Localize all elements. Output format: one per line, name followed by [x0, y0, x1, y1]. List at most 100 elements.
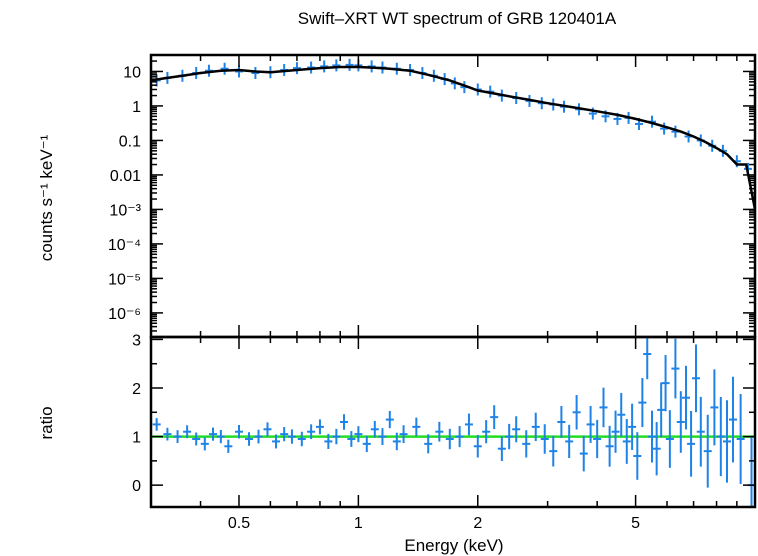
- ratio-data-point: [605, 425, 614, 467]
- x-tick-label: 1: [354, 515, 363, 532]
- ratio-data-point: [392, 432, 401, 451]
- x-tick-label: 0.5: [228, 515, 250, 532]
- ratio-data-point: [522, 430, 531, 458]
- ratio-data-point: [399, 425, 408, 444]
- spectrum-data-point: [345, 58, 354, 71]
- ratio-data-point: [633, 432, 642, 480]
- y-tick-label-bottom: 2: [132, 381, 141, 398]
- ratio-data-point: [531, 412, 540, 442]
- ratio-data-point: [628, 403, 637, 450]
- ratio-data-point: [224, 439, 233, 453]
- ratio-data-point: [579, 435, 588, 472]
- x-tick-label: 2: [473, 515, 482, 532]
- ratio-data-point: [354, 426, 363, 443]
- ratio-data-point: [370, 420, 379, 438]
- y-tick-label-bottom: 0: [132, 478, 141, 495]
- ratio-data-point: [254, 429, 263, 444]
- ratio-data-point: [234, 424, 243, 439]
- ratio-data-point: [652, 422, 661, 476]
- ratio-data-point: [661, 355, 670, 412]
- ratio-data-point: [362, 435, 371, 453]
- ratio-data-point: [445, 428, 454, 450]
- ratio-data-point: [272, 434, 281, 449]
- ratio-data-point: [687, 411, 696, 477]
- ratio-data-point: [696, 396, 705, 467]
- ratio-data-point: [424, 434, 433, 454]
- ratio-data-point: [315, 419, 324, 435]
- ratio-data-point: [549, 435, 558, 467]
- ratio-data-point: [347, 431, 356, 447]
- ratio-data-point: [723, 400, 732, 483]
- ratio-data-point: [412, 417, 421, 437]
- spectrum-data-point: [660, 122, 669, 135]
- ratio-data-point: [473, 435, 482, 458]
- y-tick-label-top: 0.1: [119, 133, 141, 150]
- ratio-data-point: [287, 429, 296, 444]
- ratio-data-point: [736, 393, 745, 485]
- ratio-data-point: [435, 421, 444, 442]
- ratio-data-point: [728, 376, 737, 463]
- spectrum-data-point: [320, 60, 329, 73]
- ratio-data-point: [657, 382, 666, 438]
- ratio-data-point: [572, 395, 581, 430]
- ratio-data-point: [216, 429, 225, 444]
- ratio-data-point: [710, 369, 719, 446]
- y-tick-label-top: 10⁻⁶: [108, 306, 141, 323]
- y-tick-label-top: 10: [123, 64, 141, 81]
- ratio-data-point: [505, 423, 514, 450]
- y-tick-label-top: 10⁻⁵: [108, 271, 141, 288]
- ratio-data-point: [692, 344, 701, 413]
- ratio-data-point: [163, 427, 172, 441]
- y-tick-label-top: 10⁻⁴: [108, 237, 141, 254]
- spectrum-panel: 10 1 0.1 0.01 10⁻³ 10⁻⁴ 10⁻⁵ 10⁻⁶: [108, 53, 757, 339]
- y-axis-label-top: counts s⁻¹ keV⁻¹: [37, 134, 56, 261]
- y-tick-label-top: 10⁻³: [109, 202, 141, 219]
- ratio-data-point: [280, 427, 289, 442]
- ratio-data-point: [671, 338, 680, 399]
- ratio-panel: 0 1 2 3 0.5 1 2 5: [132, 55, 757, 532]
- y-tick-label-bottom: 3: [132, 332, 141, 349]
- ratio-data-point: [665, 410, 674, 468]
- ratio-data-point: [464, 413, 473, 436]
- ratio-data-point: [482, 420, 491, 444]
- ratio-data-point: [209, 427, 218, 441]
- y-tick-label-top: 0.01: [110, 168, 141, 185]
- ratio-data-point: [586, 405, 595, 443]
- ratio-data-point: [455, 426, 464, 448]
- ratio-data-point: [152, 418, 161, 431]
- ratio-data-point: [716, 396, 725, 477]
- ratio-data-point: [307, 424, 316, 440]
- ratio-data-point: [245, 432, 254, 446]
- ratio-data-point: [540, 424, 549, 454]
- x-tick-label: 5: [631, 515, 640, 532]
- ratio-data-point: [378, 428, 387, 446]
- ratio-data-point: [173, 430, 182, 443]
- ratio-data-point: [385, 410, 394, 429]
- y-tick-label-bottom: 1: [132, 430, 141, 447]
- ratio-data-point: [617, 392, 626, 437]
- ratio-data-point: [676, 391, 685, 453]
- ratio-data-point: [622, 418, 631, 464]
- ratio-data-point: [643, 337, 652, 380]
- x-axis-label: Energy (keV): [404, 536, 503, 555]
- y-tick-label-top: 1: [132, 99, 141, 116]
- ratio-data-point: [297, 431, 306, 447]
- ratio-data-point: [490, 405, 499, 430]
- y-axis-label-bottom: ratio: [37, 406, 56, 439]
- ratio-panel-frame: [149, 335, 757, 509]
- ratio-data-point: [703, 414, 712, 488]
- ratio-data-point: [200, 437, 209, 451]
- ratio-data-point: [638, 378, 647, 428]
- ratio-data-point: [340, 414, 349, 430]
- ratio-data-point: [263, 422, 272, 437]
- spectrum-data-point: [292, 62, 301, 75]
- ratio-data-point: [192, 432, 201, 446]
- spectrum-data-point: [332, 59, 341, 72]
- ratio-data-point: [332, 428, 341, 445]
- ratio-data-point: [682, 365, 691, 430]
- spectrum-panel-frame: [149, 53, 757, 339]
- ratio-data-point: [512, 416, 521, 443]
- ratio-data-point: [324, 433, 333, 450]
- model-line: [150, 65, 757, 210]
